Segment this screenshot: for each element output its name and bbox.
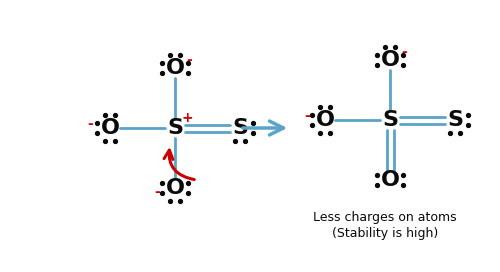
Text: -: - xyxy=(401,45,407,59)
Text: -: - xyxy=(154,185,160,199)
Text: O: O xyxy=(166,178,184,198)
Text: S: S xyxy=(167,118,183,138)
Text: +: + xyxy=(181,111,193,125)
Text: -: - xyxy=(186,53,192,67)
Text: O: O xyxy=(166,58,184,78)
Text: -: - xyxy=(87,117,93,131)
Text: Less charges on atoms: Less charges on atoms xyxy=(313,212,457,224)
Text: O: O xyxy=(100,118,119,138)
Text: S: S xyxy=(447,110,463,130)
Text: S: S xyxy=(232,118,248,138)
Text: (Stability is high): (Stability is high) xyxy=(332,227,438,240)
Text: -: - xyxy=(304,109,310,123)
Text: O: O xyxy=(316,110,334,130)
Text: S: S xyxy=(382,110,398,130)
Text: O: O xyxy=(380,50,400,70)
Text: O: O xyxy=(380,170,400,190)
